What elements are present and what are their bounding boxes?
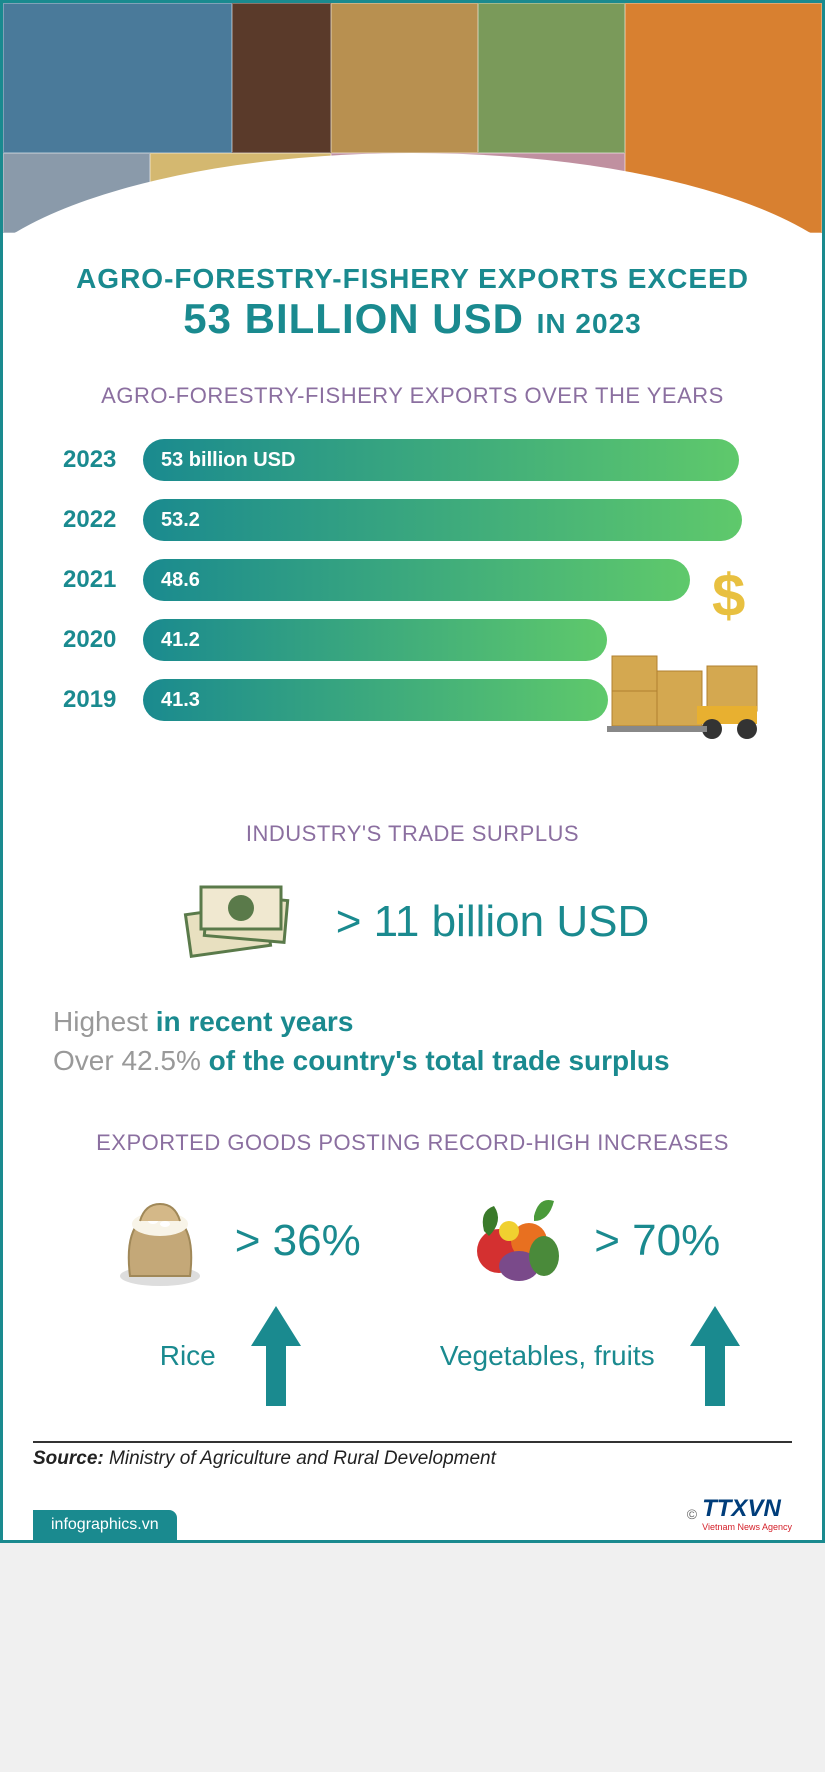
bar-year: 2023 [63,446,143,474]
content-area: AGRO-FORESTRY-FISHERY EXPORTS EXCEED 53 … [3,233,822,1411]
bar-year: 2022 [63,506,143,534]
good-label: Rice [160,1340,216,1372]
arrow-up-icon [685,1301,745,1411]
good-percentage: > 70% [594,1216,720,1266]
title-line-2: 53 BILLION USD IN 2023 [43,295,782,343]
money-icon [176,877,306,967]
source-line: Source: Ministry of Agriculture and Rura… [33,1448,792,1470]
goods-section: EXPORTED GOODS POSTING RECORD-HIGH INCRE… [43,1130,782,1411]
bar-year: 2021 [63,566,143,594]
good-top: > 70% [464,1186,720,1296]
logo-area: © TTXVN Vietnam News Agency [687,1495,792,1540]
chart-heading: AGRO-FORESTRY-FISHERY EXPORTS OVER THE Y… [43,383,782,409]
surplus-value: > 11 billion USD [336,897,649,947]
surplus-row: > 11 billion USD [43,877,782,967]
bar-year: 2019 [63,686,143,714]
copyright-symbol: © [687,1506,697,1522]
logo-subtitle: Vietnam News Agency [702,1523,792,1532]
good-product-icon [105,1186,215,1296]
bar-track: 53.2 [143,499,762,541]
good-bottom: Rice [160,1301,306,1411]
title-line-1: AGRO-FORESTRY-FISHERY EXPORTS EXCEED [43,263,782,295]
surplus-line1-light: Highest [53,1006,148,1037]
bar-row: 202353 billion USD [63,439,762,481]
surplus-line1-strong: in recent years [156,1006,354,1037]
forklift-icon: $ [592,561,772,741]
source-divider [33,1441,792,1443]
main-title: AGRO-FORESTRY-FISHERY EXPORTS EXCEED 53 … [43,263,782,343]
infographic-page: AGRO-FORESTRY-FISHERY EXPORTS EXCEED 53 … [0,0,825,1543]
surplus-line2-light: Over 42.5% [53,1045,201,1076]
bar-chart: 202353 billion USD202253.2202148.6202041… [43,439,782,721]
source-label: Source: [33,1448,104,1469]
bar-row: 202253.2 [63,499,762,541]
title-value: 53 BILLION USD [183,295,524,342]
bar-fill: 53 billion USD [143,439,739,481]
bar-year: 2020 [63,626,143,654]
good-bottom: Vegetables, fruits [440,1301,745,1411]
surplus-heading: INDUSTRY'S TRADE SURPLUS [43,821,782,847]
header-photo-collage [3,3,822,233]
bar-fill: 53.2 [143,499,742,541]
bar-track: 53 billion USD [143,439,762,481]
good-item: > 70% Vegetables, fruits [420,1186,765,1411]
goods-heading: EXPORTED GOODS POSTING RECORD-HIGH INCRE… [43,1130,782,1156]
good-top: > 36% [105,1186,361,1296]
good-product-icon [464,1186,574,1296]
good-item: > 36% Rice [60,1186,405,1411]
goods-row: > 36% Rice > 70% Vegetables, fruits [43,1186,782,1411]
surplus-line2-strong: of the country's total trade surplus [209,1045,670,1076]
site-tab: infographics.vn [33,1510,177,1540]
arrow-up-icon [246,1301,306,1411]
surplus-text: Highest in recent years Over 42.5% of th… [43,1002,782,1080]
logo-text: TTXVN [702,1495,781,1522]
good-label: Vegetables, fruits [440,1340,655,1372]
svg-text:$: $ [712,562,745,629]
bar-fill: 41.3 [143,679,608,721]
title-year: IN 2023 [537,308,642,339]
source-value: Ministry of Agriculture and Rural Develo… [109,1448,496,1469]
good-percentage: > 36% [235,1216,361,1266]
surplus-section: INDUSTRY'S TRADE SURPLUS > 11 billion US… [43,821,782,1080]
bar-fill: 41.2 [143,619,607,661]
footer: Source: Ministry of Agriculture and Rura… [3,1441,822,1540]
footer-bar: infographics.vn © TTXVN Vietnam News Age… [33,1495,792,1540]
